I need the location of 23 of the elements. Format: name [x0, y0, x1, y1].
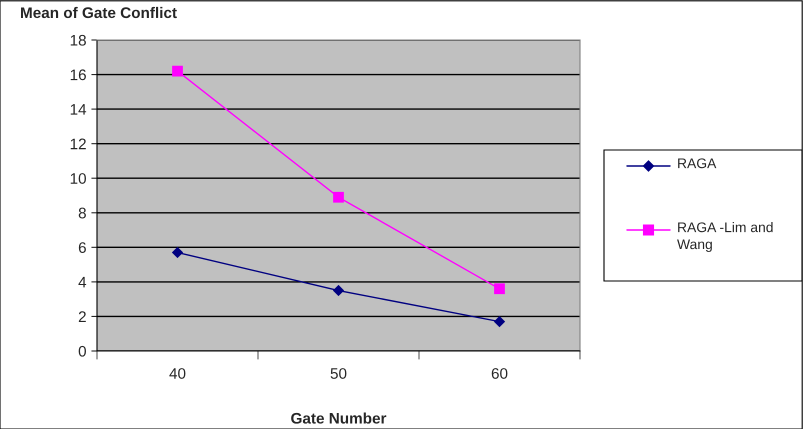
y-tick-label: 6 [78, 242, 86, 254]
y-tick-label: 16 [70, 69, 86, 80]
y-tick-label: 12 [70, 138, 86, 150]
y-tick-label: 18 [70, 34, 86, 46]
x-axis-title: Gate Number [291, 412, 386, 424]
y-tick-label: 2 [78, 311, 86, 322]
y-tick-label: 10 [70, 173, 86, 184]
point [333, 285, 344, 296]
legend-label: RAGA -Lim and Wang [677, 222, 773, 252]
point [333, 192, 344, 203]
legend-label: RAGA [678, 158, 716, 168]
point [172, 66, 183, 76]
y-tick-label: 8 [78, 208, 86, 218]
point [494, 316, 505, 328]
chart-title: Mean of Gate Conflict [21, 6, 177, 18]
y-tick-label: 14 [70, 104, 86, 115]
x-tick-label: 60 [492, 368, 508, 379]
y-tick-label: 4 [78, 276, 86, 288]
x-tick-label: 50 [330, 368, 346, 379]
y-tick-label: 0 [78, 346, 86, 357]
point [172, 247, 183, 258]
point [494, 283, 505, 294]
x-tick-label: 40 [169, 368, 186, 379]
